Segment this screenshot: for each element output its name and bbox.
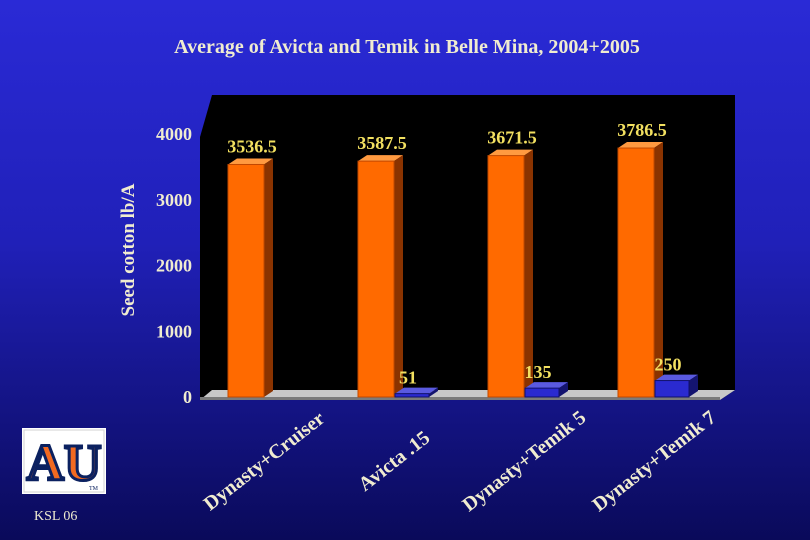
bar-top: [525, 382, 568, 389]
data-label: 135: [525, 362, 552, 382]
bar-side: [394, 155, 403, 397]
logo-trademark: TM: [89, 486, 99, 492]
data-label: 3587.5: [357, 133, 407, 153]
bar-difference: [524, 387, 560, 398]
bar-side: [429, 387, 438, 397]
bar-top: [488, 149, 533, 156]
y-tick-label: 4000: [156, 124, 192, 144]
bar-side: [559, 382, 568, 397]
data-label: 3671.5: [487, 128, 537, 148]
x-tick-label: Avicta .15: [354, 427, 434, 496]
y-axis-label: Seed cotton lb/A: [118, 183, 139, 316]
data-label: 51: [399, 368, 417, 388]
bar-side: [654, 142, 663, 397]
bar-top: [655, 374, 698, 381]
chart-title: Average of Avicta and Temik in Belle Min…: [174, 36, 640, 58]
data-label: 3536.5: [227, 136, 277, 156]
y-tick-label: 1000: [156, 321, 192, 341]
bar-side: [264, 158, 273, 397]
plot-floor-edge: [200, 397, 720, 400]
y-tick-label: 3000: [156, 190, 192, 210]
bar-top: [358, 155, 403, 162]
x-tick-label: Dynasty+Temik 7: [588, 406, 720, 516]
bar-top: [395, 387, 438, 394]
logo-mark-icon: AU TM: [23, 429, 105, 494]
category-labels: Dynasty+Cruiser Avicta .15 Dynasty+Temik 5…: [200, 406, 721, 516]
data-label: 3786.5: [617, 120, 667, 140]
bar-yield: [487, 155, 525, 398]
footer-label: KSL 06: [34, 509, 78, 524]
university-logo: AU TM: [22, 428, 106, 494]
bar-yield: [227, 163, 265, 398]
bars: 3536.5 3587.5 51 3671.5 135 3786.5 250: [227, 120, 698, 398]
bar-difference: [394, 393, 430, 398]
data-label: 250: [655, 355, 682, 375]
bar-side: [689, 374, 698, 397]
logo-letters: AU: [26, 435, 101, 492]
bar-top: [228, 158, 273, 165]
plot-area: [200, 95, 735, 400]
plot-wall: [200, 95, 735, 400]
x-tick-label: Dynasty+Temik 5: [458, 406, 590, 516]
x-tick-label: Dynasty+Cruiser: [200, 407, 329, 515]
y-tick-label: 2000: [156, 256, 192, 276]
bar-yield: [357, 160, 395, 398]
bar-top: [618, 142, 663, 149]
y-tick-label: 0: [183, 387, 192, 407]
bar-side: [524, 149, 533, 397]
y-axis-ticks: 0 1000 2000 3000 4000: [156, 124, 192, 407]
bar-yield: [617, 147, 655, 398]
bar-difference: [654, 380, 690, 398]
